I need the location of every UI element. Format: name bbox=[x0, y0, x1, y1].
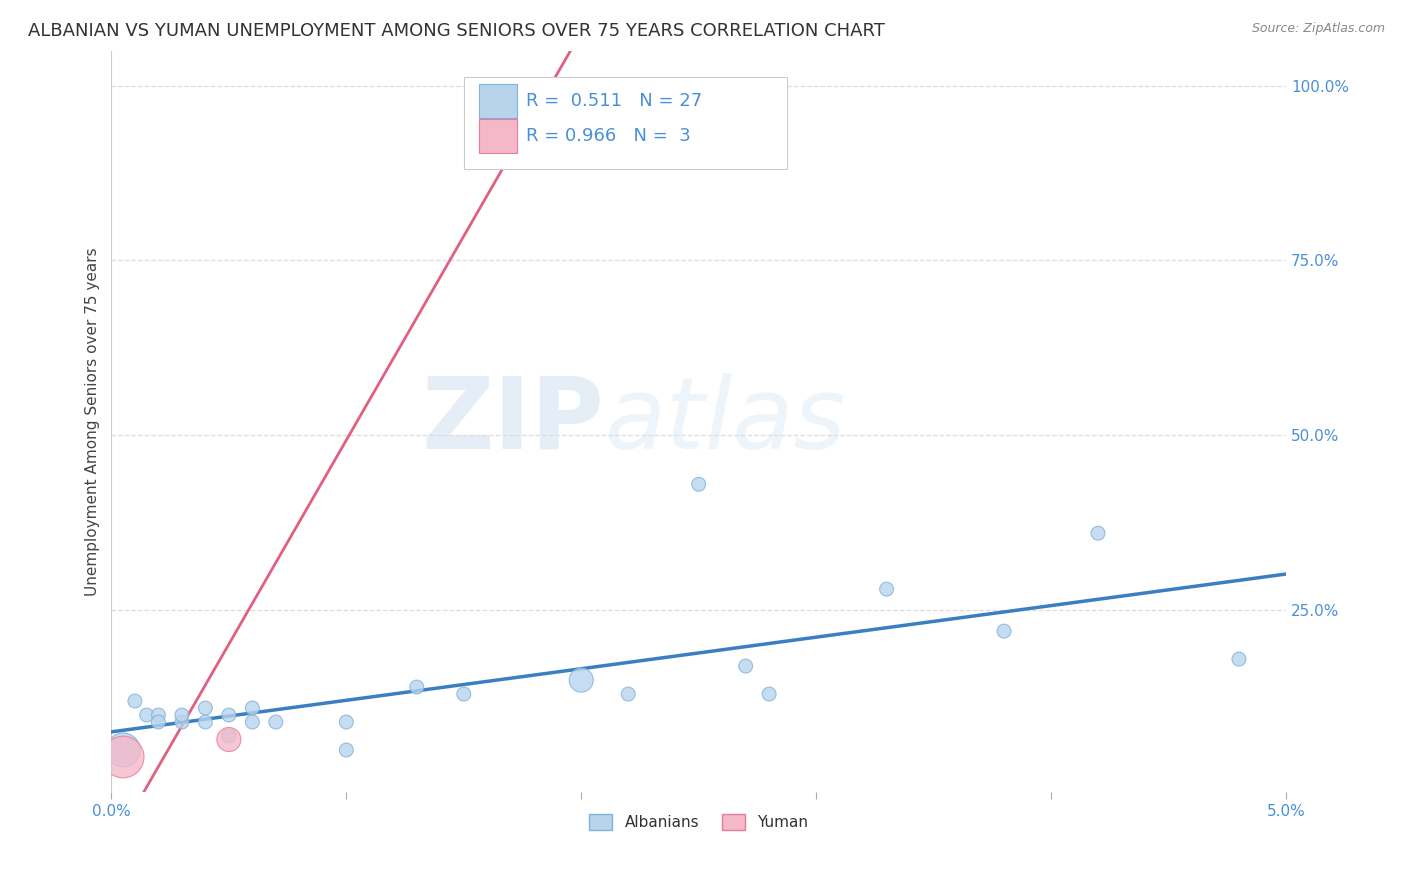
Text: R =  0.511   N = 27: R = 0.511 N = 27 bbox=[526, 92, 702, 110]
Point bbox=[453, 687, 475, 701]
FancyBboxPatch shape bbox=[479, 84, 516, 118]
Point bbox=[194, 701, 217, 715]
Point bbox=[523, 82, 546, 96]
Point bbox=[218, 732, 240, 747]
Point bbox=[335, 743, 357, 757]
Point bbox=[124, 694, 146, 708]
Point bbox=[112, 743, 135, 757]
Point bbox=[218, 729, 240, 743]
Point bbox=[148, 714, 170, 729]
Point bbox=[218, 708, 240, 723]
Point bbox=[617, 687, 640, 701]
Point bbox=[264, 714, 287, 729]
Point bbox=[405, 680, 427, 694]
Text: ZIP: ZIP bbox=[422, 373, 605, 470]
Y-axis label: Unemployment Among Seniors over 75 years: Unemployment Among Seniors over 75 years bbox=[86, 247, 100, 596]
Point bbox=[135, 708, 157, 723]
Point bbox=[1087, 526, 1109, 541]
Point bbox=[1227, 652, 1250, 666]
FancyBboxPatch shape bbox=[464, 77, 787, 169]
Point bbox=[170, 714, 193, 729]
FancyBboxPatch shape bbox=[479, 119, 516, 153]
Point bbox=[112, 750, 135, 764]
Point bbox=[688, 477, 710, 491]
Point bbox=[734, 659, 756, 673]
Point bbox=[148, 708, 170, 723]
Text: Source: ZipAtlas.com: Source: ZipAtlas.com bbox=[1251, 22, 1385, 36]
Text: ALBANIAN VS YUMAN UNEMPLOYMENT AMONG SENIORS OVER 75 YEARS CORRELATION CHART: ALBANIAN VS YUMAN UNEMPLOYMENT AMONG SEN… bbox=[28, 22, 884, 40]
Text: R = 0.966   N =  3: R = 0.966 N = 3 bbox=[526, 127, 690, 145]
Point bbox=[194, 714, 217, 729]
Legend: Albanians, Yuman: Albanians, Yuman bbox=[583, 808, 814, 836]
Text: atlas: atlas bbox=[605, 373, 846, 470]
Point bbox=[240, 701, 263, 715]
Point bbox=[876, 582, 898, 596]
Point bbox=[758, 687, 780, 701]
Point bbox=[170, 708, 193, 723]
Point bbox=[240, 714, 263, 729]
Point bbox=[335, 714, 357, 729]
Point bbox=[993, 624, 1015, 639]
Point bbox=[569, 673, 592, 687]
